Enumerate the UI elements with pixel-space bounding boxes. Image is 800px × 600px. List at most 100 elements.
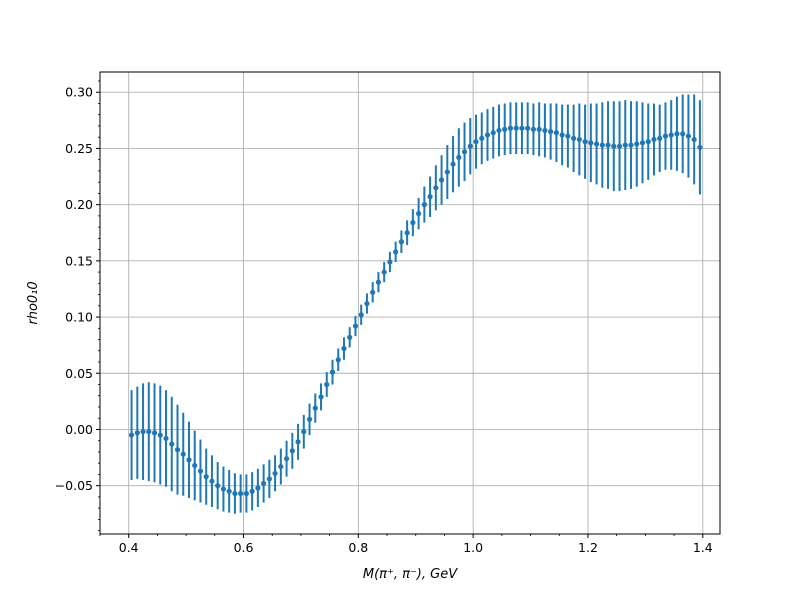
data-point xyxy=(611,143,617,149)
data-point xyxy=(553,130,559,136)
data-point xyxy=(266,476,272,482)
data-point xyxy=(352,323,359,329)
data-point xyxy=(243,490,249,497)
data-point xyxy=(588,140,594,146)
data-point xyxy=(410,220,416,226)
data-point xyxy=(215,483,221,489)
x-tick-label: 1.0 xyxy=(463,540,483,555)
data-point xyxy=(571,135,577,141)
data-point xyxy=(146,429,152,435)
data-point xyxy=(416,211,422,217)
x-tick-label: 0.4 xyxy=(119,540,139,555)
x-axis-label: M(π⁺, π⁻), GeV xyxy=(363,567,458,582)
data-point xyxy=(186,457,192,463)
y-tick-label: 0.20 xyxy=(65,197,93,212)
data-point xyxy=(381,269,387,275)
data-point xyxy=(128,432,135,438)
data-point xyxy=(433,185,439,191)
data-point xyxy=(163,435,169,442)
data-point xyxy=(364,300,370,307)
y-tick-label: 0.05 xyxy=(65,366,93,381)
data-point xyxy=(318,394,324,400)
data-point xyxy=(599,142,605,148)
data-point xyxy=(238,490,244,497)
data-point xyxy=(169,441,175,447)
x-tick-label: 1.2 xyxy=(578,540,598,555)
data-point xyxy=(157,432,163,438)
data-point xyxy=(582,139,588,145)
data-point xyxy=(329,369,336,375)
x-tick-label: 1.4 xyxy=(693,540,713,555)
data-point xyxy=(272,470,278,476)
data-point xyxy=(519,125,525,131)
data-point xyxy=(674,131,680,137)
data-points xyxy=(128,125,703,497)
data-point xyxy=(502,126,508,132)
data-point xyxy=(697,144,703,150)
data-point xyxy=(283,456,290,462)
data-point xyxy=(479,135,485,141)
data-point xyxy=(180,451,186,457)
data-point xyxy=(593,141,600,147)
data-point xyxy=(387,259,393,265)
y-tick-label: 0.25 xyxy=(65,141,93,156)
data-point xyxy=(691,136,697,143)
data-point xyxy=(393,249,399,255)
data-point xyxy=(484,132,491,138)
data-point xyxy=(140,429,146,435)
data-point xyxy=(685,133,692,139)
data-point xyxy=(347,334,353,340)
data-point xyxy=(496,127,502,134)
data-point xyxy=(536,126,542,132)
data-point xyxy=(278,463,284,470)
data-point xyxy=(324,381,330,388)
data-point xyxy=(255,485,261,491)
y-tick-label: 0.30 xyxy=(65,85,93,100)
data-point xyxy=(295,439,301,445)
data-point xyxy=(628,142,634,148)
plot-frame xyxy=(99,71,721,535)
data-point xyxy=(645,139,651,145)
data-point xyxy=(312,405,318,411)
grid xyxy=(100,72,720,534)
axis-ticks: 0.4 0.6 0.8 1.0 1.2 1.4 −0.05 0.00 0.05 0.10 0.15 0… xyxy=(55,80,713,555)
data-point xyxy=(134,430,140,436)
y-axis-label: rho0₁0 xyxy=(26,281,41,324)
data-point xyxy=(421,202,427,208)
data-point xyxy=(209,478,215,484)
data-point xyxy=(197,468,204,474)
data-point xyxy=(634,141,640,147)
data-point xyxy=(490,130,496,136)
data-point xyxy=(438,177,445,183)
data-point xyxy=(548,128,554,135)
data-point xyxy=(341,345,347,352)
data-point xyxy=(513,125,519,131)
data-point xyxy=(203,474,209,480)
y-tick-label: −0.05 xyxy=(55,478,93,493)
data-point xyxy=(525,125,531,131)
data-point xyxy=(444,169,450,175)
data-point xyxy=(616,143,623,149)
data-point xyxy=(662,133,669,139)
data-point xyxy=(576,136,582,143)
data-point xyxy=(605,142,611,148)
data-point xyxy=(542,127,548,134)
data-point xyxy=(220,486,227,492)
data-point xyxy=(668,132,674,138)
data-point xyxy=(565,133,571,139)
data-point xyxy=(507,125,514,131)
data-point xyxy=(358,312,364,318)
data-point xyxy=(639,140,646,146)
data-point xyxy=(651,136,657,143)
data-point xyxy=(473,139,479,145)
data-point xyxy=(301,429,307,435)
data-point xyxy=(306,416,313,422)
data-point xyxy=(335,357,341,363)
data-point xyxy=(559,132,565,138)
data-point xyxy=(450,161,456,167)
data-point xyxy=(174,447,181,453)
data-point xyxy=(261,480,267,487)
data-point xyxy=(375,279,382,285)
y-tick-label: 0.15 xyxy=(65,253,93,268)
